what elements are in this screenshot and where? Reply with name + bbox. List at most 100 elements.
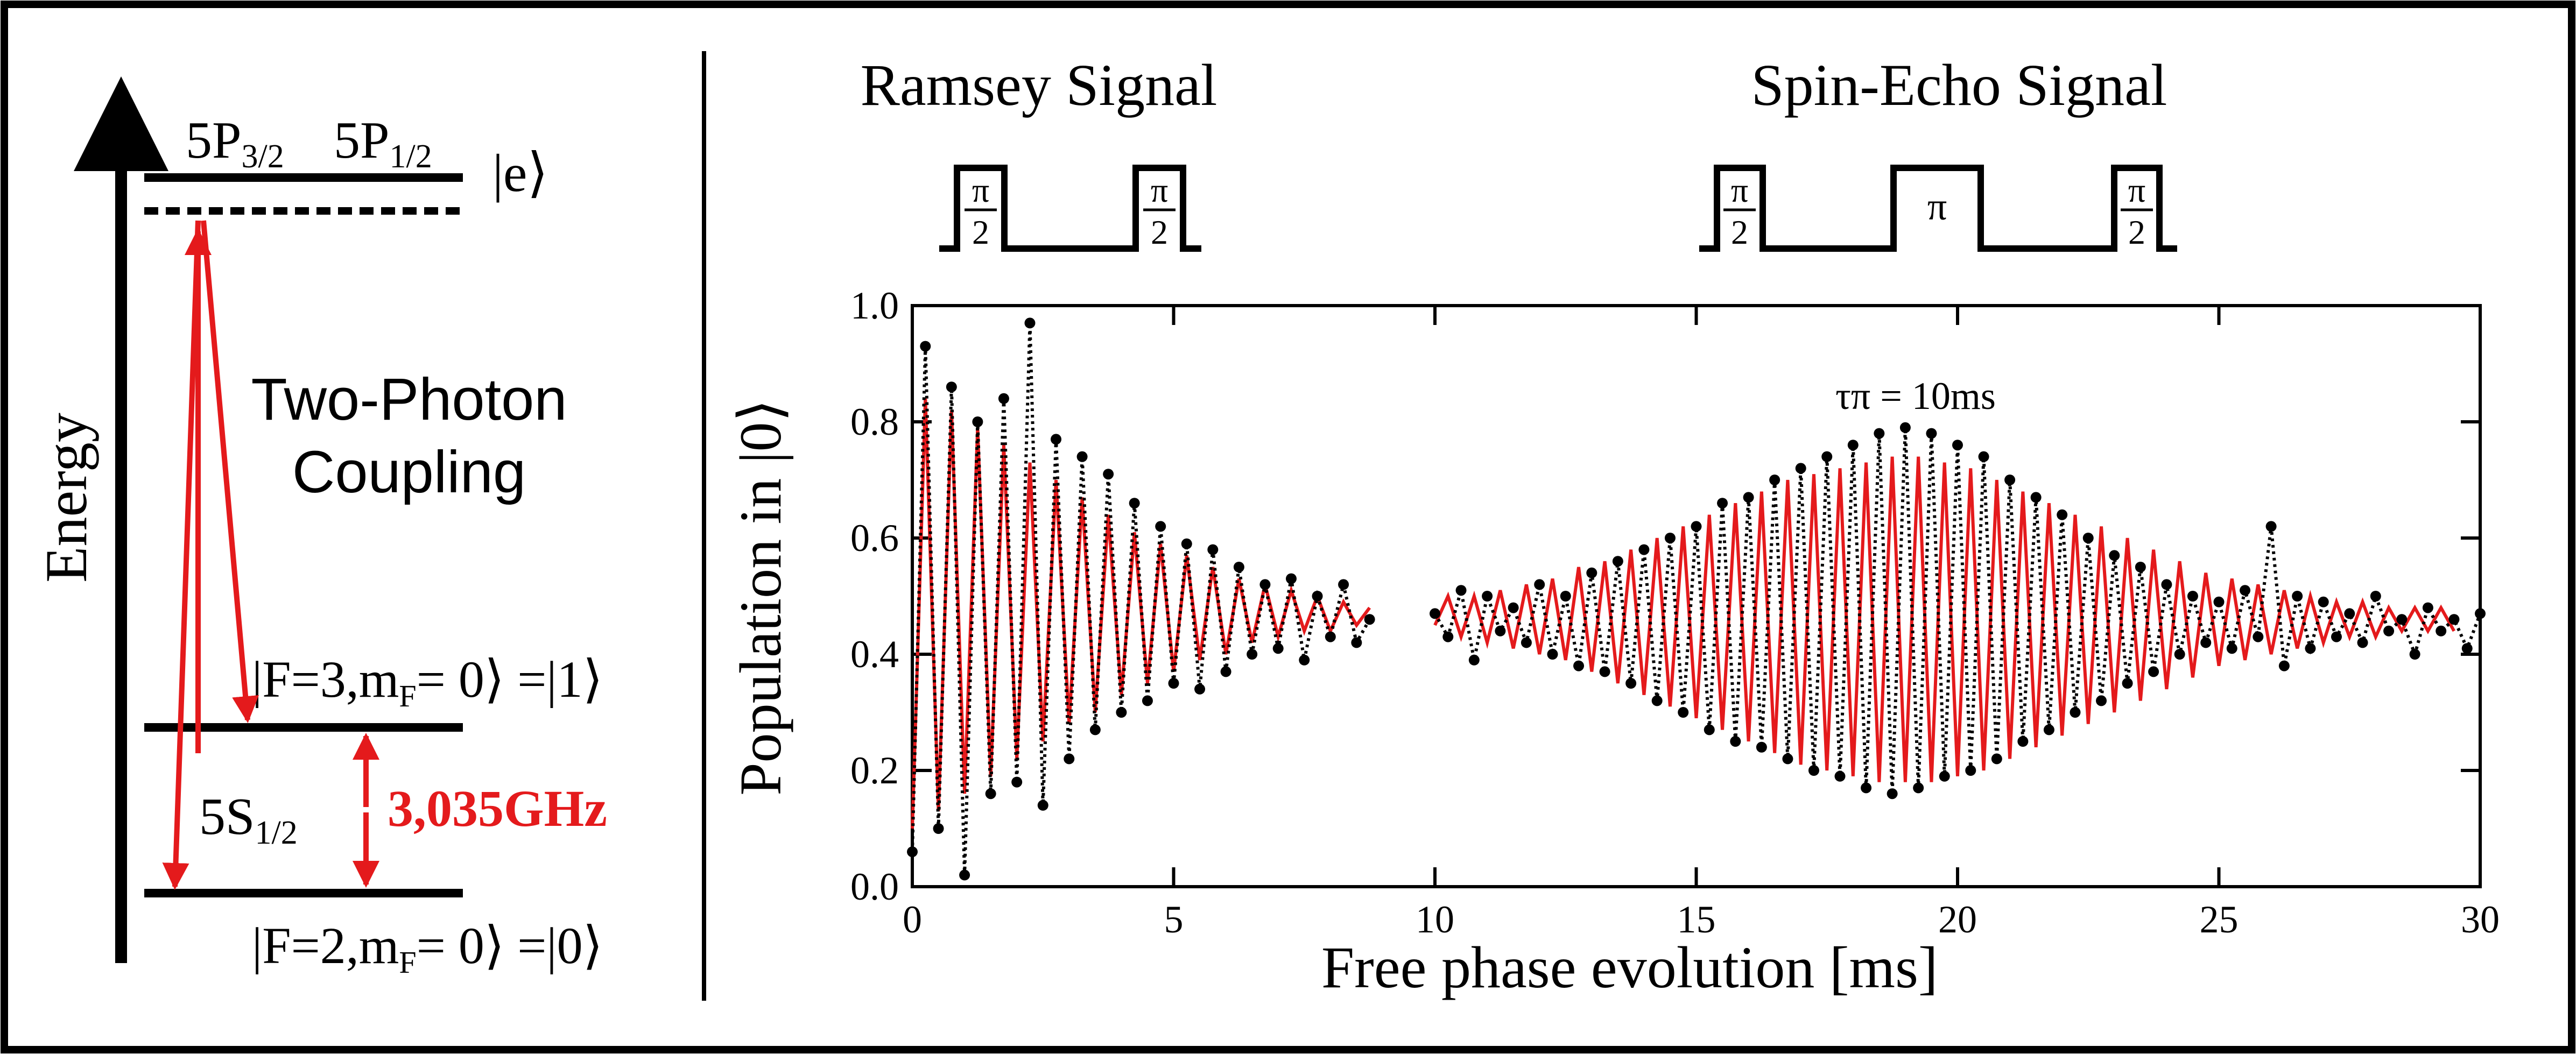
ramsey-pulse-1-label: π 2 bbox=[965, 171, 997, 251]
measured-series bbox=[907, 317, 2486, 881]
data-point bbox=[1991, 753, 2002, 765]
data-point bbox=[2383, 625, 2395, 636]
data-point bbox=[1142, 695, 1153, 706]
data-point bbox=[1913, 782, 1924, 794]
data-point bbox=[972, 416, 983, 427]
data-point bbox=[2461, 643, 2473, 654]
ramsey-title: Ramsey Signal bbox=[860, 52, 1217, 118]
data-point bbox=[1194, 683, 1206, 695]
data-point bbox=[933, 823, 944, 834]
data-point bbox=[2396, 614, 2408, 625]
data-point bbox=[2187, 591, 2198, 602]
data-point bbox=[1051, 434, 1062, 445]
x-tick-label-6: 30 bbox=[2461, 898, 2500, 941]
data-point bbox=[1926, 428, 1937, 439]
data-point bbox=[1965, 765, 1976, 776]
data-point bbox=[2448, 614, 2460, 625]
data-point bbox=[2174, 649, 2185, 660]
ramsey-pulse-2-label: π 2 bbox=[1143, 171, 1176, 251]
data-point bbox=[2057, 509, 2068, 520]
data-point bbox=[1808, 765, 1819, 776]
data-point bbox=[2030, 492, 2042, 503]
x-tick-label-0: 0 bbox=[903, 898, 922, 941]
data-point bbox=[2082, 533, 2094, 543]
x-tick-label-5: 25 bbox=[2200, 898, 2239, 941]
data-point bbox=[985, 788, 996, 800]
y-tick-label-5: 1.0 bbox=[850, 284, 899, 327]
data-point bbox=[1089, 724, 1101, 735]
splitting-frequency-label: 3,035GHz bbox=[388, 780, 607, 837]
data-point bbox=[2253, 631, 2264, 642]
data-point bbox=[1560, 591, 1571, 602]
data-point bbox=[1547, 649, 1558, 660]
data-point bbox=[1651, 695, 1663, 706]
data-point bbox=[1442, 631, 1454, 642]
coupling-label-line1: Two-Photon bbox=[251, 366, 567, 433]
data-point bbox=[1769, 475, 1780, 485]
data-point bbox=[1338, 579, 1349, 590]
data-point bbox=[1064, 753, 1075, 765]
x-axis: 0 5 10 15 20 25 30 bbox=[903, 306, 2500, 941]
data-point bbox=[1573, 660, 1585, 671]
svg-text:π: π bbox=[2128, 171, 2145, 209]
data-point bbox=[1455, 585, 1467, 596]
data-point bbox=[1939, 770, 1950, 782]
data-point bbox=[2148, 666, 2159, 677]
data-point bbox=[1247, 649, 1258, 660]
state-label-lower: |F=2,mF= 0⟩ =|0⟩ bbox=[252, 917, 603, 980]
data-point bbox=[2096, 695, 2107, 706]
spin-echo-pulse-train bbox=[1699, 165, 2177, 252]
data-point bbox=[1024, 317, 1036, 329]
data-point bbox=[998, 393, 1009, 404]
data-point bbox=[1691, 521, 1702, 532]
data-point bbox=[1037, 800, 1048, 811]
data-point bbox=[2135, 562, 2146, 572]
data-point bbox=[1508, 602, 1519, 613]
data-point bbox=[1847, 440, 1859, 451]
pulse-sequences: Ramsey Signal Spin-Echo Signal π 2 π 2 π… bbox=[860, 52, 2177, 252]
y-tick-label-2: 0.4 bbox=[850, 633, 899, 676]
x-tick-label-4: 20 bbox=[1938, 898, 1977, 941]
raman-arrow-down-right bbox=[201, 220, 259, 723]
echo-pi-pulse-label: π bbox=[1927, 185, 1947, 228]
data-point bbox=[1272, 643, 1284, 654]
data-point bbox=[1704, 724, 1715, 735]
data-point bbox=[1259, 579, 1271, 590]
ramsey-pulse-train bbox=[939, 165, 1201, 252]
svg-text:π: π bbox=[972, 171, 989, 209]
data-point bbox=[1103, 469, 1114, 480]
data-point bbox=[1495, 625, 1506, 636]
data-point bbox=[1364, 614, 1375, 625]
data-point bbox=[2265, 521, 2277, 532]
data-point bbox=[2475, 608, 2486, 619]
data-point bbox=[1874, 428, 1885, 439]
svg-text:2: 2 bbox=[972, 213, 989, 251]
data-point bbox=[2213, 596, 2225, 607]
data-point bbox=[1299, 654, 1310, 666]
svg-text:π: π bbox=[1151, 171, 1168, 209]
data-point bbox=[1821, 451, 1833, 462]
data-point bbox=[1664, 533, 1676, 543]
x-tick-label-2: 10 bbox=[1416, 898, 1454, 941]
data-point bbox=[2278, 660, 2290, 671]
data-point bbox=[1155, 521, 1166, 532]
svg-text:2: 2 bbox=[1731, 213, 1748, 251]
data-point bbox=[2331, 631, 2342, 642]
data-point bbox=[2043, 724, 2054, 735]
data-point bbox=[2240, 585, 2251, 596]
spin-echo-title: Spin-Echo Signal bbox=[1751, 52, 2167, 118]
data-point bbox=[1534, 579, 1545, 590]
data-point bbox=[1325, 631, 1336, 642]
y-tick-label-0: 0.0 bbox=[850, 865, 899, 908]
data-point bbox=[1129, 498, 1140, 509]
x-axis-label: Free phase evolution [ms] bbox=[1321, 935, 1938, 1000]
data-point bbox=[1181, 538, 1192, 549]
data-point bbox=[1730, 736, 1741, 747]
data-point bbox=[1116, 707, 1127, 718]
data-point bbox=[1756, 741, 1767, 753]
data-point bbox=[1168, 678, 1179, 689]
data-point bbox=[2305, 643, 2316, 654]
data-point bbox=[1612, 556, 1623, 567]
